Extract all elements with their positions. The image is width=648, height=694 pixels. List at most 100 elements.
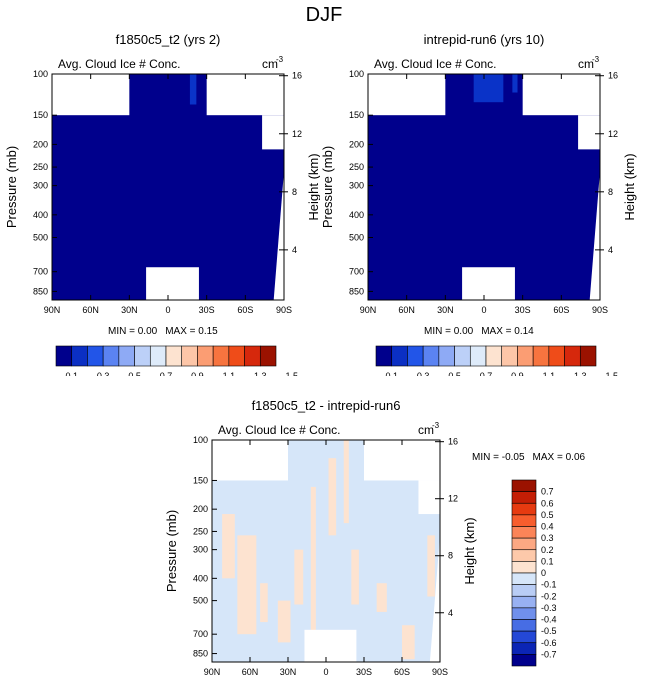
chart-title: intrepid-run6 (yrs 10)	[423, 32, 545, 47]
colorbar-swatch	[228, 345, 245, 367]
no-data-mask	[462, 267, 515, 300]
colorbar-swatch	[118, 345, 135, 367]
y-axis-label: Pressure (mb)	[320, 146, 335, 228]
x-tick-label: 30S	[356, 667, 372, 677]
anomaly-patch	[402, 625, 415, 660]
no-data-mask	[429, 535, 440, 662]
colorbar-label: 1.5	[605, 371, 618, 376]
y-tick-label: 150	[33, 110, 48, 120]
anomaly-patch	[310, 486, 316, 635]
units-label: cm	[578, 57, 594, 71]
y-tick-label: 300	[33, 181, 48, 191]
y-tick-label: 700	[349, 267, 364, 277]
no-data-mask	[364, 440, 440, 481]
units-label: cm	[418, 423, 434, 437]
max-value: 0.14	[514, 326, 534, 337]
x-tick-label: 30S	[515, 305, 531, 315]
colorbar-swatch	[511, 630, 537, 644]
no-data-mask	[304, 629, 357, 662]
y-tick-label: 150	[349, 110, 364, 120]
chart-title: f1850c5_t2 - intrepid-run6	[251, 398, 401, 413]
y-right-tick-label: 12	[608, 129, 618, 139]
y-right-tick-label: 16	[608, 71, 618, 81]
chart-plot: Avg. Cloud Ice # Conc. cm-3 90N 60N 30N 0 30S 6…	[320, 55, 637, 376]
chart-panel-2: intrepid-run6 (yrs 10) Avg. Cloud Ice # …	[320, 30, 648, 376]
colorbar-label: 0.1	[385, 371, 398, 376]
colorbar-label: 0.7	[541, 487, 554, 497]
y-tick-label: 500	[33, 233, 48, 243]
colorbar-swatch	[438, 345, 455, 367]
anomaly-patch	[222, 514, 235, 579]
colorbar-swatch	[165, 345, 183, 367]
x-tick-label: 90S	[432, 667, 448, 677]
no-data-mask	[206, 74, 284, 116]
anomaly-patch	[260, 583, 268, 623]
colorbar-label: 0.1	[541, 556, 554, 566]
x-tick-label: 60N	[82, 305, 99, 315]
colorbar-swatch	[511, 514, 537, 527]
no-data-mask	[522, 74, 600, 116]
x-tick-label: 60N	[398, 305, 415, 315]
colorbar-swatch	[511, 572, 537, 585]
anomaly-patch	[343, 440, 349, 524]
colorbar-label: -0.4	[541, 615, 557, 625]
no-data-mask	[212, 440, 288, 481]
colorbar-swatch	[485, 345, 503, 367]
y-right-tick-label: 4	[608, 245, 613, 255]
colorbar-swatch	[579, 345, 597, 367]
x-tick-label: 0	[323, 667, 328, 677]
x-tick-label: 0	[481, 305, 486, 315]
field-patch	[473, 74, 504, 103]
y-tick-label: 200	[33, 139, 48, 149]
y-tick-label: 200	[349, 139, 364, 149]
x-tick-label: 90N	[204, 667, 221, 677]
stats-text: MIN = -0.05 MAX = 0.06	[472, 452, 586, 463]
no-data-mask	[578, 115, 600, 150]
page-title: DJF	[305, 4, 343, 26]
colorbar-swatch	[71, 345, 88, 367]
no-data-mask	[589, 171, 600, 300]
min-value: -0.05	[502, 452, 525, 463]
units-exponent: -3	[432, 421, 440, 430]
y-tick-label: 300	[193, 545, 208, 555]
y-tick-label: 300	[349, 181, 364, 191]
x-tick-label: 90S	[276, 305, 292, 315]
colorbar-swatch	[501, 345, 518, 367]
y-tick-label: 200	[193, 504, 208, 514]
colorbar-swatch	[548, 345, 565, 367]
colorbar-label: -0.7	[541, 649, 557, 659]
max-label: MAX =	[481, 326, 514, 337]
max-label: MAX =	[165, 326, 198, 337]
anomaly-patch	[351, 549, 359, 605]
y-tick-label: 150	[193, 475, 208, 485]
colorbar-label: 1.3	[574, 371, 587, 376]
x-tick-label: 60S	[394, 667, 410, 677]
colorbar-label: 0.6	[541, 498, 554, 508]
no-data-mask	[146, 267, 199, 300]
colorbar-swatch	[511, 642, 537, 655]
min-value: 0.00	[138, 326, 158, 337]
colorbar-label: 0.7	[160, 371, 173, 376]
colorbar-swatch	[511, 479, 537, 492]
y-axis-label: Pressure (mb)	[4, 146, 19, 228]
y-right-tick-label: 12	[292, 129, 302, 139]
y-tick-label: 850	[33, 286, 48, 296]
y-axis-label: Pressure (mb)	[164, 510, 179, 592]
colorbar-label: -0.6	[541, 638, 557, 648]
chart-subtitle: Avg. Cloud Ice # Conc.	[374, 57, 497, 71]
x-tick-label: 30N	[280, 667, 297, 677]
min-label: MIN =	[108, 326, 138, 337]
colorbar-swatch	[511, 584, 537, 597]
x-tick-label: 0	[165, 305, 170, 315]
colorbar-label: 0.4	[541, 522, 554, 532]
y-tick-label: 250	[33, 162, 48, 172]
y-right-axis-label: Height (km)	[462, 517, 477, 584]
colorbar-label: -0.3	[541, 603, 557, 613]
y-tick-label: 100	[349, 69, 364, 79]
x-tick-label: 60S	[553, 305, 569, 315]
colorbar-swatch	[407, 345, 424, 367]
colorbar-swatch	[564, 345, 581, 367]
chart-title: f1850c5_t2 (yrs 2)	[115, 32, 221, 47]
x-tick-label: 30S	[199, 305, 215, 315]
colorbar-label: -0.2	[541, 591, 557, 601]
